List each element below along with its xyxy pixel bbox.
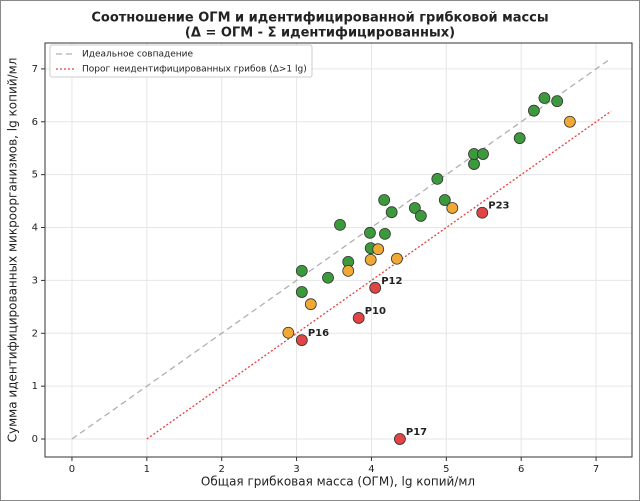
point: [513, 132, 526, 145]
point-label: P23: [488, 201, 509, 212]
point: [352, 312, 365, 324]
y-tick-label: 5: [32, 170, 38, 181]
point: [551, 95, 564, 108]
point: [295, 264, 308, 277]
point-label: P16: [308, 328, 329, 339]
y-tick-label: 6: [32, 117, 38, 128]
x-tick-label: 7: [593, 464, 599, 475]
point: [476, 206, 489, 219]
x-tick-label: 0: [69, 464, 75, 475]
point: [364, 253, 377, 266]
x-tick-label: 3: [293, 464, 299, 475]
point: [364, 226, 376, 239]
point: [431, 172, 444, 185]
point: [342, 264, 355, 277]
point: [304, 298, 317, 311]
x-tick-label: 1: [144, 464, 150, 475]
point: [438, 194, 451, 206]
x-tick-label: 2: [219, 464, 225, 475]
point: [528, 104, 540, 117]
x-tick-label: 6: [518, 464, 524, 475]
y-tick-label: 0: [32, 434, 38, 445]
point: [538, 92, 551, 104]
point: [408, 202, 421, 214]
x-tick-label: 4: [368, 464, 374, 475]
reference-line: [146, 110, 612, 440]
y-axis-label: Сумма идентифицированных микроорганизмов…: [6, 58, 20, 443]
point: [369, 281, 382, 294]
y-tick-label: 7: [32, 64, 38, 75]
point: [295, 286, 308, 298]
plot-frame: [44, 42, 633, 458]
legend-box: [49, 44, 313, 78]
chart-title: Соотношение ОГМ и идентифицированной гри…: [91, 11, 548, 26]
point: [393, 433, 406, 445]
point-label: P17: [406, 427, 427, 438]
point: [391, 252, 403, 265]
y-tick-label: 1: [32, 381, 38, 392]
point: [322, 271, 334, 284]
point: [414, 209, 427, 222]
point-label: P12: [381, 276, 402, 287]
y-tick-label: 3: [32, 275, 38, 286]
legend-label: Идеальное совпадение: [82, 50, 194, 60]
y-tick-label: 4: [32, 223, 38, 234]
point: [385, 206, 398, 219]
point: [378, 194, 391, 206]
point: [372, 243, 385, 256]
x-axis-label: Общая грибковая масса (ОГМ), lg копий/мл: [201, 475, 475, 489]
point: [468, 158, 480, 170]
x-tick-label: 5: [443, 464, 449, 475]
point-label: P10: [365, 306, 386, 317]
point: [379, 227, 391, 240]
point: [295, 334, 308, 347]
point: [477, 148, 489, 160]
point: [282, 326, 295, 339]
legend-label: Порог неидентифицированных грибов (Δ>1 l…: [82, 65, 307, 75]
chart-subtitle: (Δ = ОГМ - Σ идентифицированных): [185, 26, 455, 41]
point: [446, 202, 459, 214]
y-tick-label: 2: [32, 328, 38, 339]
point: [334, 218, 346, 231]
point: [563, 115, 576, 128]
